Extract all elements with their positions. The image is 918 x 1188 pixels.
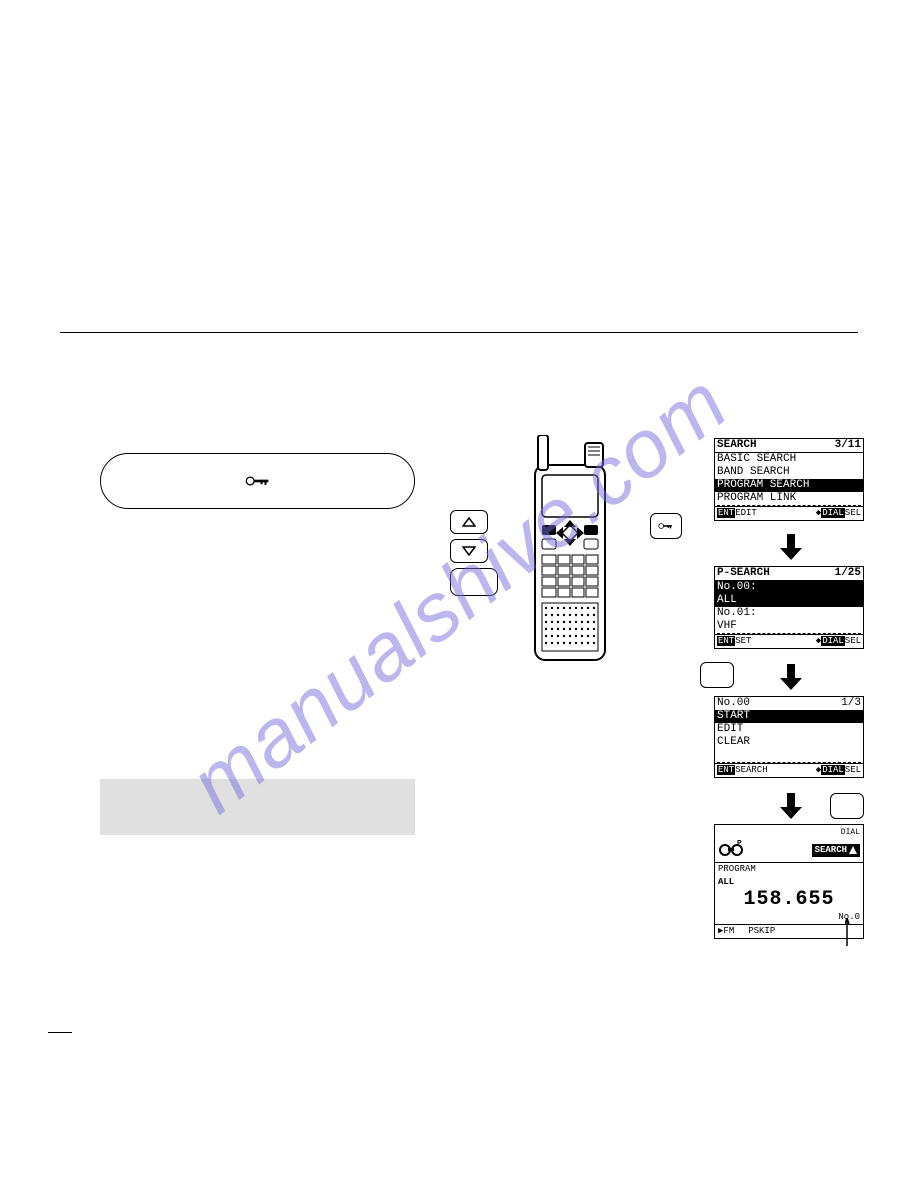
lcd-screen-3: No.001/3 START EDIT CLEAR ENTSEARCH ◆DIA…	[714, 696, 864, 778]
lcd1-row2: BAND SEARCH	[715, 466, 863, 479]
callout-hook-icon	[845, 918, 865, 948]
lcd2-foot-ent: ENT	[717, 636, 735, 646]
lcd3-title: No.00	[717, 697, 750, 710]
lcd1-foot-sel: SEL	[845, 508, 861, 518]
lcd4-no: No.0	[715, 911, 863, 924]
key-lock-icon	[245, 468, 271, 494]
page-edge-line	[48, 1032, 72, 1033]
lcd2-row3: No.01:	[715, 607, 863, 620]
lcd3-foot-ent: ENT	[717, 765, 735, 775]
blank-button[interactable]	[450, 568, 498, 596]
lcd2-page: 1/25	[835, 567, 861, 580]
lcd1-row3-selected: PROGRAM SEARCH	[715, 479, 863, 492]
lcd3-row2: EDIT	[715, 723, 863, 736]
lcd1-foot-edit: EDIT	[735, 508, 757, 518]
lcd2-row2: ALL	[715, 594, 863, 607]
lcd1-row4: PROGRAM LINK	[715, 492, 863, 505]
highlight-box	[100, 779, 415, 835]
lcd1-page: 3/11	[835, 439, 861, 452]
arrow-down-icon	[778, 534, 804, 560]
lcd3-row3: CLEAR	[715, 736, 863, 749]
lcd1-foot-ent: ENT	[717, 508, 735, 518]
binoculars-icon: P	[718, 840, 744, 861]
down-button[interactable]	[450, 539, 488, 563]
lcd-screen-4: DIAL P SEARCH PROGRAM ALL 158.655 No.0 ▶…	[714, 824, 864, 939]
lcd2-foot-set: SET	[735, 636, 751, 646]
lcd3-row1: START	[715, 710, 863, 723]
arrow-down-icon	[778, 664, 804, 690]
lcd4-pskip: PSKIP	[748, 925, 775, 938]
lcd-screen-1: SEARCH 3/11 BASIC SEARCH BAND SEARCH PROG…	[714, 438, 864, 521]
radio-illustration	[500, 435, 630, 670]
lcd4-program: PROGRAM	[715, 863, 863, 876]
lcd3-blank	[715, 749, 863, 762]
divider	[60, 332, 858, 333]
lcd2-row4: VHF	[715, 620, 863, 633]
up-down-buttons	[450, 510, 498, 596]
up-button[interactable]	[450, 510, 488, 534]
lcd2-title: P-SEARCH	[717, 567, 770, 580]
lcd4-frequency: 158.655	[715, 889, 863, 911]
lcd1-title: SEARCH	[717, 439, 757, 452]
lcd3-page: 1/3	[841, 697, 861, 710]
lcd-screen-2: P-SEARCH1/25 No.00: ALL No.01: VHF ENTSE…	[714, 566, 864, 649]
lock-key-callout	[100, 453, 415, 509]
lcd4-search-badge: SEARCH	[812, 844, 860, 857]
arrow-down-icon	[778, 793, 804, 819]
enter-button-3[interactable]	[830, 793, 864, 819]
enter-button-2[interactable]	[700, 662, 734, 688]
lcd2-row1: No.00:	[715, 581, 863, 594]
svg-text:P: P	[737, 840, 742, 847]
lock-side-key[interactable]	[650, 513, 682, 539]
lcd4-fm: FM	[723, 926, 734, 936]
lcd2-foot-sel: SEL	[845, 636, 861, 646]
lcd3-foot-sel: SEL	[845, 765, 861, 775]
lcd3-foot-search: SEARCH	[735, 765, 767, 775]
lcd4-dial: DIAL	[715, 825, 863, 839]
lcd1-row1: BASIC SEARCH	[715, 453, 863, 466]
